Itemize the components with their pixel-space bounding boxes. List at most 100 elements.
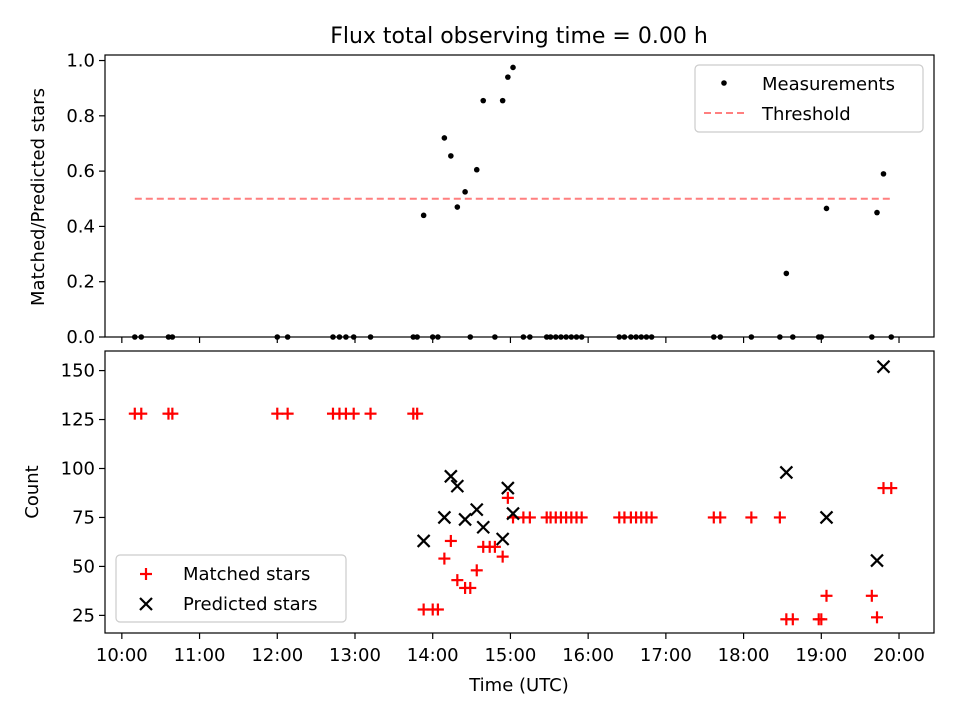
top-y-ticks: 0.0 0.2 0.4 0.6 0.8 1.0 <box>66 51 105 348</box>
matched-stars-point <box>411 407 424 420</box>
bottom-y-tick-label: 50 <box>72 556 95 577</box>
matched-stars-point <box>470 564 483 577</box>
top-panel: Matched/Predicted stars 0.0 0.2 0.4 0.6 0.8 1… <box>28 51 935 348</box>
x-axis-label: Time (UTC) <box>468 675 569 696</box>
x-tick-label: 11:00 <box>174 645 226 666</box>
bottom-plot-marks <box>128 359 898 626</box>
x-tick-label: 19:00 <box>795 645 847 666</box>
measurement-point <box>462 189 468 195</box>
bottom-legend: Matched stars Predicted stars <box>115 554 347 623</box>
matched-stars-point <box>431 603 444 616</box>
x-tick-label: 17:00 <box>640 645 692 666</box>
matched-stars-point <box>496 550 509 563</box>
bottom-y-tick-label: 100 <box>61 459 95 480</box>
matched-stars-point <box>166 407 179 420</box>
predicted-stars-point <box>819 510 834 525</box>
matched-stars-point <box>575 511 588 524</box>
matched-stars-point <box>347 407 360 420</box>
bottom-y-ticks: 25 50 75 100 125 150 <box>61 361 105 626</box>
x-tick-label: 15:00 <box>484 645 536 666</box>
matched-stars-point <box>523 511 536 524</box>
measurement-point <box>441 135 448 141</box>
top-y-tick-label: 0.2 <box>66 272 95 293</box>
bottom-x-ticks: 10:00 11:00 12:00 13:00 14:00 15:00 16:00 17:00… <box>96 633 925 666</box>
bottom-axes-frame <box>104 350 935 634</box>
top-y-tick-label: 1.0 <box>66 51 95 72</box>
matched-stars-point <box>773 511 786 524</box>
top-legend-box <box>694 64 924 133</box>
matched-stars-point <box>364 407 377 420</box>
predicted-stars-point <box>458 512 472 527</box>
top-legend: Measurements Threshold <box>694 64 924 133</box>
legend-matched-label: Matched stars <box>183 564 310 585</box>
predicted-stars-point <box>444 469 458 484</box>
legend-measurements-marker <box>721 80 727 86</box>
matched-stars-point <box>444 534 457 547</box>
predicted-stars-point <box>416 534 431 548</box>
x-tick-label: 13:00 <box>329 645 381 666</box>
predicted-stars-point <box>870 553 884 568</box>
matched-stars-point <box>451 574 464 587</box>
matched-stars-point <box>815 613 828 626</box>
measurement-point <box>499 97 506 104</box>
predicted-stars-point <box>437 510 452 525</box>
x-tick-label: 20:00 <box>873 645 925 666</box>
top-y-tick-label: 0.4 <box>66 216 95 237</box>
top-y-tick-label: 0.0 <box>66 327 95 348</box>
matched-stars-point <box>438 552 451 565</box>
matched-stars-point <box>464 581 477 594</box>
measurement-point <box>510 64 516 71</box>
top-y-axis-label: Matched/Predicted stars <box>28 88 49 306</box>
x-tick-label: 14:00 <box>407 645 459 666</box>
predicted-stars-point <box>495 532 510 546</box>
legend-matched-marker <box>140 568 152 580</box>
matched-stars-point <box>501 491 514 504</box>
measurement-point <box>448 153 454 159</box>
bottom-y-tick-label: 75 <box>72 507 95 528</box>
measurement-point <box>823 205 830 212</box>
top-y-tick-label: 0.6 <box>66 161 95 182</box>
bottom-panel: Count 25 50 75 100 125 150 10:00 11:00 12:00 13:… <box>22 350 935 666</box>
measurement-point <box>880 171 887 177</box>
matched-stars-point <box>885 482 898 495</box>
matched-stars-point <box>281 407 294 420</box>
measurement-point <box>505 74 511 80</box>
bottom-y-tick-label: 25 <box>72 605 95 626</box>
measurement-point <box>454 204 461 210</box>
x-tick-label: 12:00 <box>251 645 303 666</box>
matched-stars-point <box>488 540 501 553</box>
matched-stars-point <box>871 611 884 624</box>
bottom-y-axis-label: Count <box>22 465 43 518</box>
top-y-tick-label: 0.8 <box>66 106 95 127</box>
x-tick-label: 16:00 <box>562 645 614 666</box>
matched-stars-point <box>645 511 658 524</box>
top-axes-frame <box>104 54 935 338</box>
predicted-stars-point <box>469 502 484 517</box>
x-tick-label: 10:00 <box>96 645 148 666</box>
matched-stars-point <box>865 589 878 602</box>
legend-predicted-marker <box>139 597 153 611</box>
measurement-point <box>420 212 427 219</box>
predicted-stars-point <box>476 520 491 535</box>
bottom-y-tick-label: 150 <box>61 361 95 382</box>
measurement-point <box>473 166 480 173</box>
measurement-point <box>874 209 880 216</box>
top-plot-marks <box>131 64 895 340</box>
matched-stars-point <box>714 511 727 524</box>
chart-title: Flux total observing time = 0.00 h <box>330 24 708 49</box>
measurement-point <box>480 97 487 104</box>
x-tick-label: 18:00 <box>718 645 770 666</box>
predicted-stars-point <box>876 359 891 374</box>
measurement-point <box>783 270 790 277</box>
bottom-legend-box <box>115 554 347 623</box>
legend-threshold-label: Threshold <box>761 104 851 125</box>
legend-predicted-label: Predicted stars <box>183 594 317 615</box>
matched-stars-point <box>786 613 799 626</box>
predicted-stars-point <box>779 465 794 480</box>
predicted-stars-point <box>506 506 520 521</box>
predicted-stars-point <box>501 481 515 495</box>
legend-measurements-label: Measurements <box>762 74 895 95</box>
predicted-stars-point <box>450 479 465 493</box>
bottom-y-tick-label: 125 <box>61 410 95 431</box>
